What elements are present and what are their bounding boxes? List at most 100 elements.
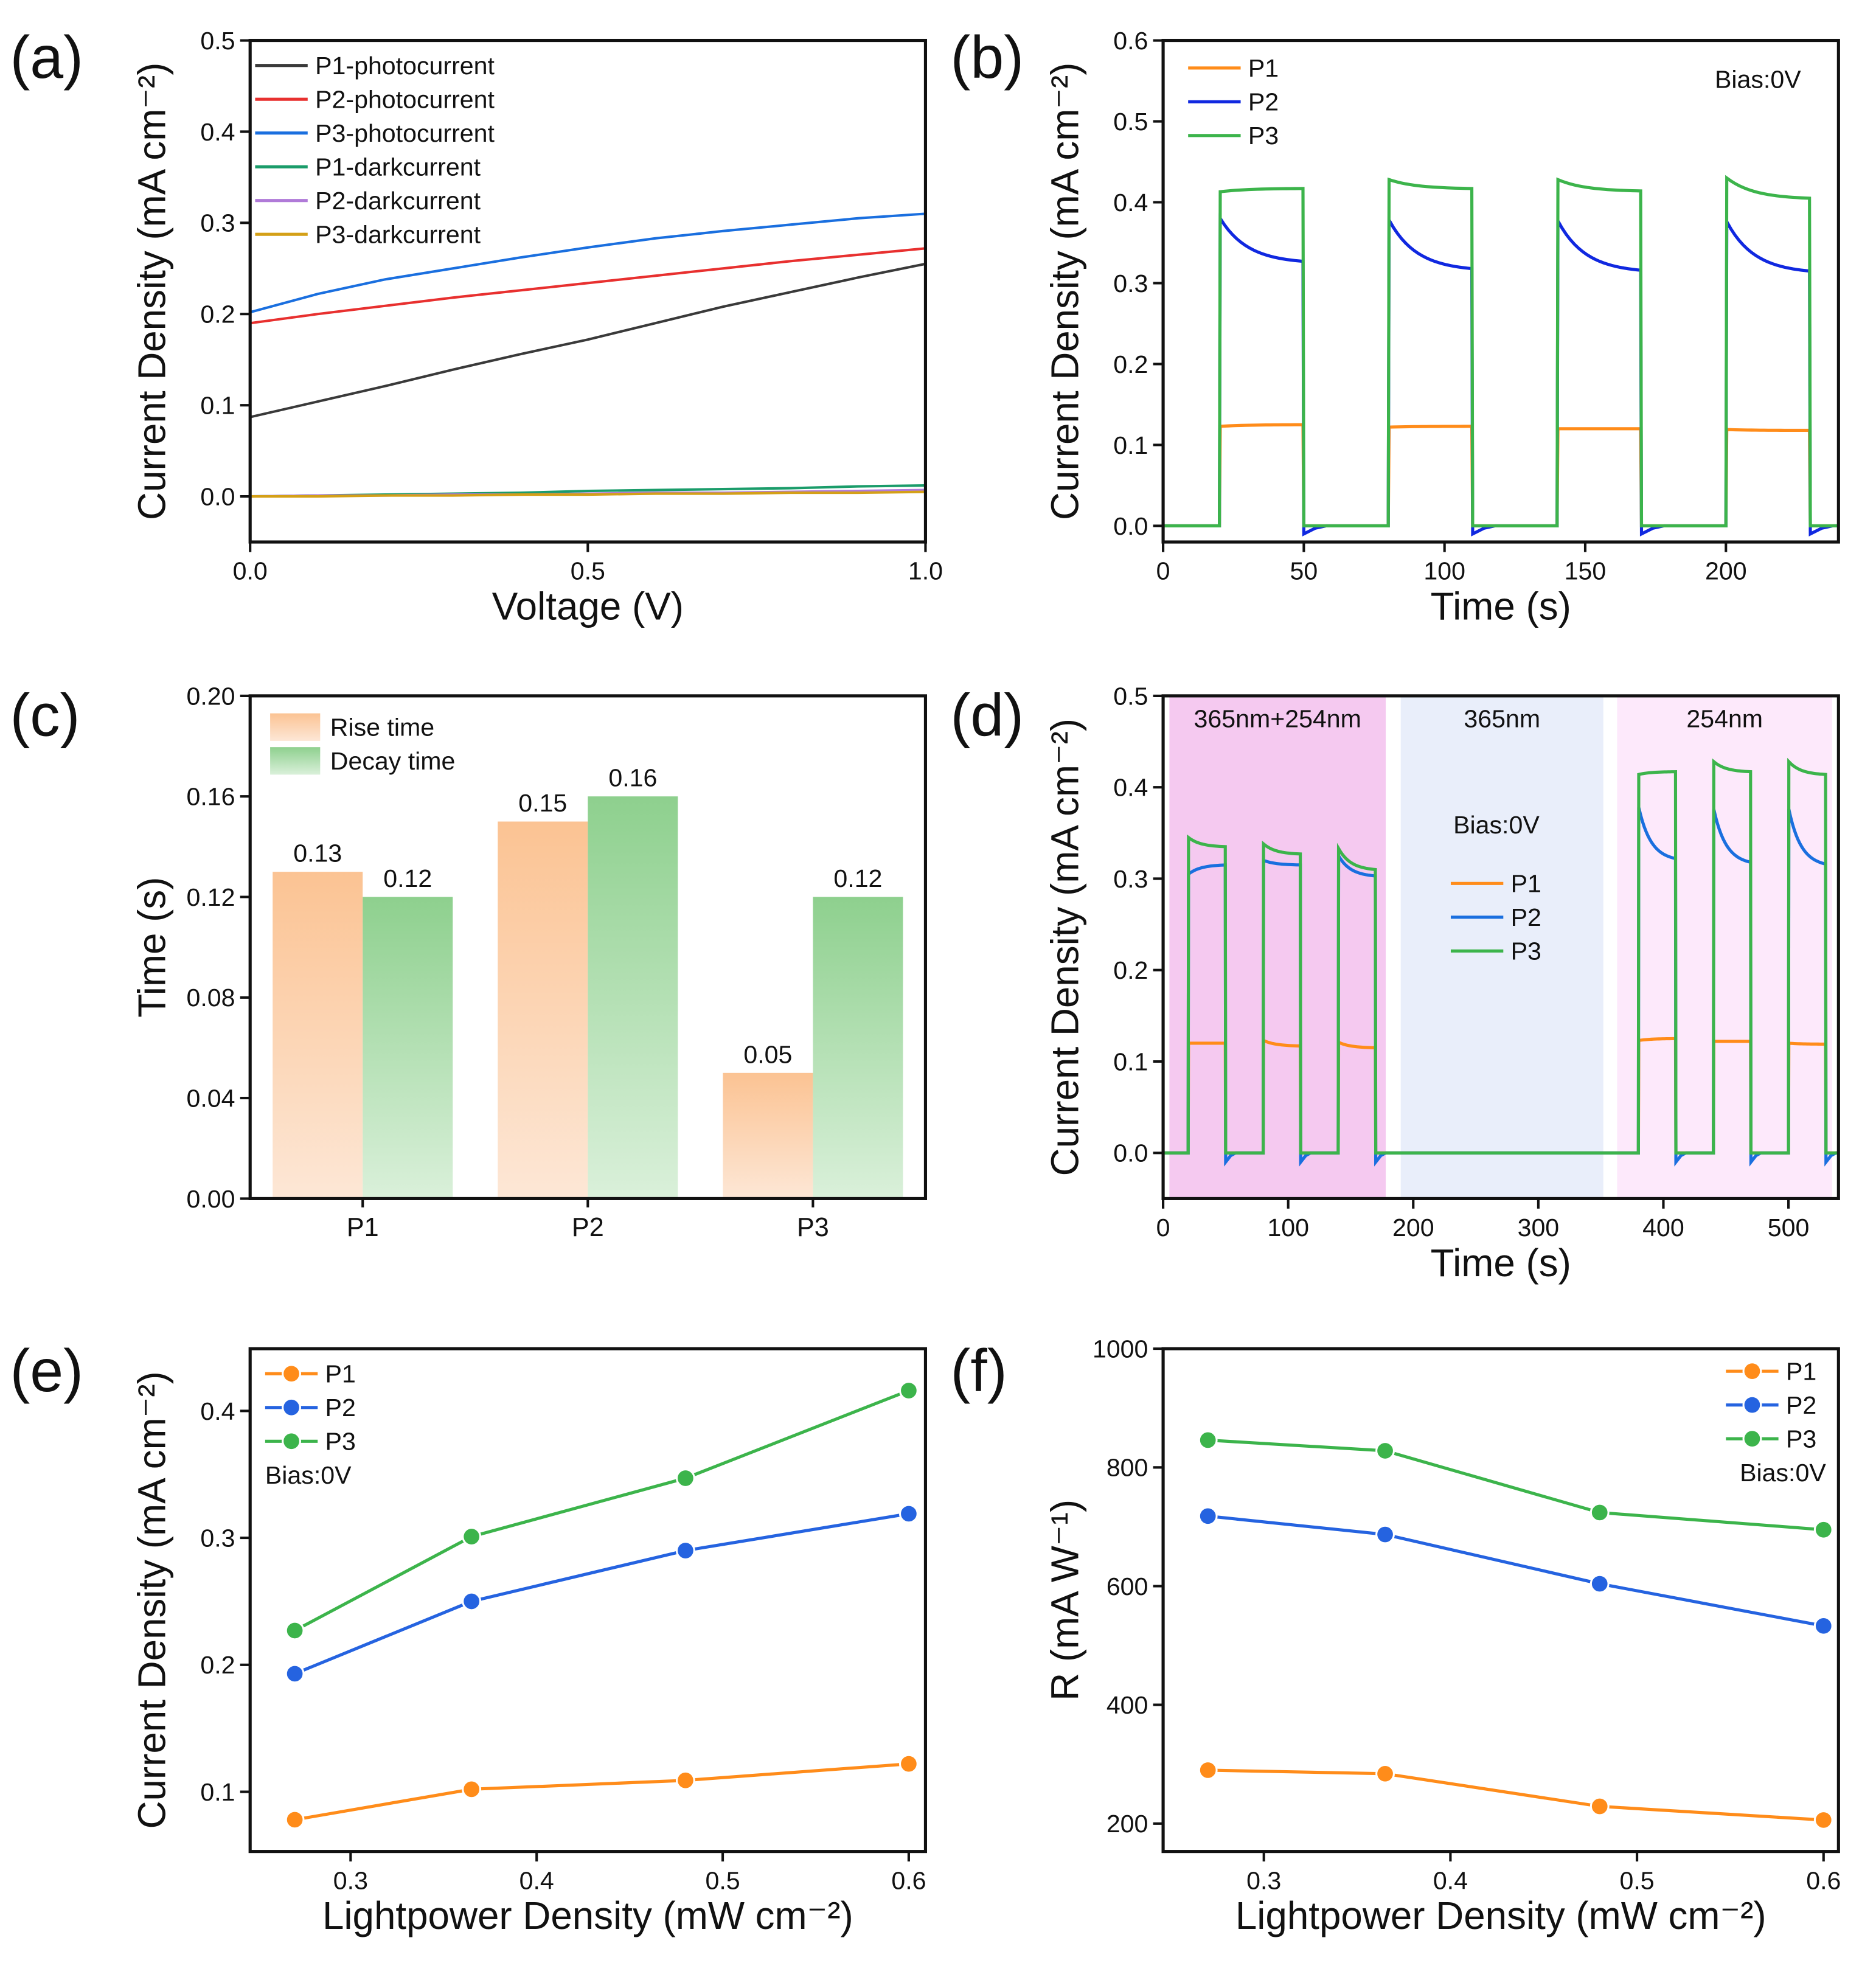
axes-frame [248, 1347, 928, 1854]
x-tick-label: P3 [797, 1213, 829, 1242]
panel-c: (c) 0.13 0.12 P1 0.15 0.16 P2 0.05 0.12 P3 0.00 0.0… [10, 682, 928, 1242]
data-point [1375, 1763, 1395, 1784]
data-point [1589, 1574, 1610, 1594]
series-line [250, 247, 926, 325]
x-axis-label: Time (s) [1431, 1241, 1571, 1285]
bar [813, 897, 903, 1199]
y-tick-label: 0.08 [187, 984, 235, 1012]
plot-area [1207, 1438, 1824, 1822]
y-tick-label: 0.0 [1113, 1139, 1148, 1167]
series-line [1163, 423, 1839, 527]
data-point [285, 1810, 305, 1830]
y-tick-label: 0.2 [200, 1651, 235, 1679]
region-label: 365nm+254nm [1194, 704, 1361, 732]
y-tick-label: 0.3 [1113, 865, 1148, 893]
region-band [1617, 695, 1833, 1199]
y-tick-label: 0.1 [1113, 431, 1148, 459]
y-tick-label: 800 [1106, 1454, 1148, 1482]
data-point [1375, 1441, 1395, 1461]
region-label: 365nm [1464, 704, 1540, 732]
x-tick-label: 0.6 [891, 1866, 926, 1894]
data-point [675, 1541, 695, 1560]
y-tick-label: 0.3 [200, 209, 235, 237]
x-tick-label: 200 [1392, 1214, 1434, 1242]
data-point [462, 1591, 482, 1611]
legend-label: P2 [1248, 88, 1279, 116]
legend: P1-photocurrent P2-photocurrent P3-photocu… [255, 52, 495, 249]
x-tick-label: 400 [1642, 1214, 1684, 1242]
data-point [898, 1381, 919, 1400]
y-tick-label: 0.4 [1113, 774, 1148, 802]
plot-area [250, 212, 926, 498]
axes-frame [248, 694, 928, 1200]
data-point [1813, 1520, 1833, 1540]
y-axis-label: Current Density (mA cm⁻²) [130, 63, 173, 520]
axes-frame [1161, 694, 1840, 1200]
bar-value-label: 0.05 [743, 1040, 792, 1068]
x-tick-label: 100 [1267, 1214, 1309, 1242]
legend-label: P3 [1511, 937, 1541, 965]
panel-letter: (b) [951, 24, 1024, 91]
data-point [898, 1504, 919, 1524]
x-tick-label: P2 [572, 1213, 604, 1242]
legend-label: P1 [1786, 1358, 1816, 1386]
y-tick-label: 0.1 [200, 392, 235, 420]
plot-area [273, 796, 903, 1199]
legend: P1 P2 P3 [265, 1360, 356, 1456]
x-tick-label: 0.5 [571, 557, 605, 585]
y-tick-label: 400 [1106, 1691, 1148, 1719]
x-tick-label: 1.0 [908, 557, 943, 585]
legend-marker [1742, 1429, 1762, 1449]
x-tick-label: 0 [1156, 1214, 1170, 1242]
series-line [1207, 1514, 1824, 1628]
legend-label: P2-photocurrent [315, 86, 495, 114]
plot-area [294, 1389, 909, 1821]
y-tick-label: 0.5 [1113, 682, 1148, 710]
x-axis-label: Voltage (V) [492, 584, 684, 628]
legend-marker [282, 1364, 301, 1384]
series-line [250, 212, 926, 314]
legend-label: P1-darkcurrent [315, 153, 481, 181]
x-tick-label: 0.5 [1620, 1866, 1655, 1894]
legend-swatch [270, 713, 321, 741]
x-tick-label: 0.5 [705, 1866, 740, 1894]
legend-label: P3 [1786, 1425, 1816, 1453]
panel-letter: (d) [951, 682, 1024, 749]
legend-marker [1742, 1361, 1762, 1381]
data-point [462, 1527, 482, 1546]
data-point [1813, 1616, 1833, 1636]
x-tick-label: 0.3 [1246, 1866, 1281, 1894]
x-tick-label: 0.4 [519, 1866, 554, 1894]
legend-label: P1 [1248, 54, 1279, 82]
y-tick-label: 0.2 [1113, 956, 1148, 984]
x-tick-label: 0.4 [1433, 1866, 1468, 1894]
data-point [462, 1779, 482, 1799]
bar [498, 821, 588, 1199]
y-axis-label: R (mA W⁻¹) [1043, 1499, 1086, 1701]
legend-label: P3-darkcurrent [315, 221, 481, 249]
y-tick-label: 0.5 [200, 27, 235, 55]
x-axis-label: Lightpower Density (mW cm⁻²) [1235, 1894, 1767, 1937]
y-tick-label: 0.0 [1113, 512, 1148, 540]
panel-letter: (a) [10, 24, 83, 91]
series-line [250, 262, 926, 419]
panel-d: (d) 365nm+254nm 365nm 254nm 0 100 200 300 400 500… [951, 682, 1840, 1285]
bar [273, 872, 363, 1199]
panel-letter: (c) [10, 682, 80, 749]
data-point [1198, 1506, 1218, 1526]
bar-value-label: 0.12 [833, 864, 882, 892]
panel-letter: (f) [951, 1337, 1007, 1404]
y-tick-label: 0.4 [200, 118, 235, 146]
legend-label: P2-darkcurrent [315, 187, 481, 215]
data-point [285, 1664, 305, 1684]
bias-annotation: Bias:0V [1715, 66, 1801, 94]
y-axis-label: Current Density (mA cm⁻²) [1043, 718, 1086, 1176]
legend-label: P2 [1511, 903, 1541, 931]
region-band [1400, 695, 1603, 1199]
legend-label: P3-photocurrent [315, 119, 495, 147]
series-line [1207, 1768, 1824, 1822]
bias-annotation: Bias:0V [1453, 811, 1540, 839]
y-tick-label: 0.1 [200, 1778, 235, 1806]
legend-marker [282, 1397, 301, 1417]
y-axis-label: Time (s) [130, 877, 173, 1018]
